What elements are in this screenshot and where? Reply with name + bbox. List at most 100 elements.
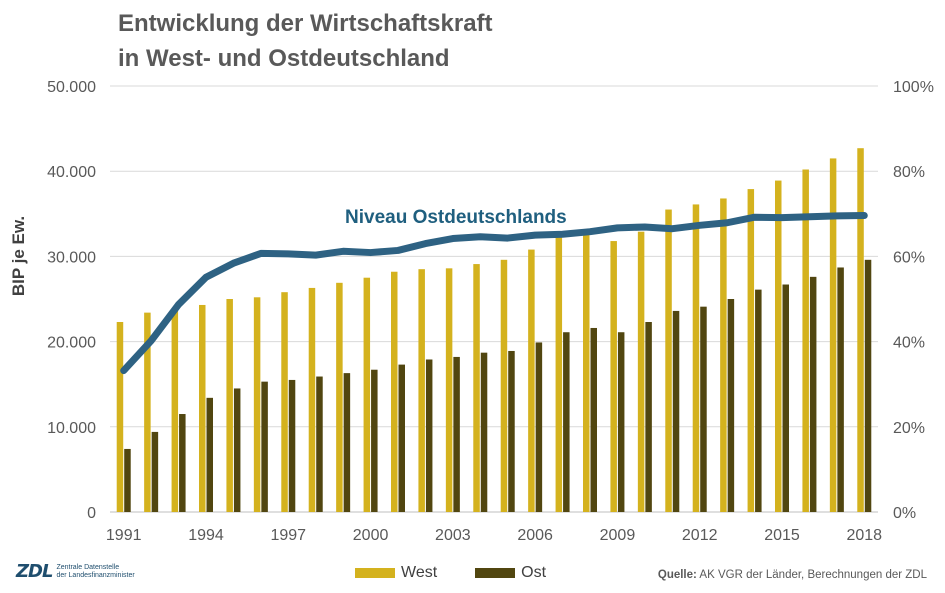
legend-label-west: West — [401, 564, 438, 581]
bar-west — [555, 236, 563, 512]
bar-west — [857, 148, 864, 513]
bar-ost — [617, 332, 625, 512]
legend-item-west: West — [355, 564, 437, 582]
niveau-annotation: Niveau Ostdeutschlands — [345, 207, 567, 228]
y-axis-title: BIP je Ew. — [9, 216, 28, 296]
chart-title: Entwicklung der Wirtschaftskraft in West… — [118, 6, 493, 76]
y-tick-label: 0 — [87, 505, 96, 522]
bar-west — [253, 297, 261, 512]
zdl-logo: ZDL Zentrale Datenstelle der Landesfinan… — [16, 561, 136, 582]
x-tick-label: 2006 — [517, 527, 553, 544]
bar-ost — [645, 322, 652, 512]
x-axis-ticks: 1991 1994 1997 2000 2003 2006 2009 2012 2015 2018 — [106, 527, 882, 544]
bar-ost — [755, 289, 762, 512]
x-tick-label: 2015 — [764, 527, 800, 544]
bar-west — [692, 204, 700, 513]
bar-ost — [480, 352, 488, 512]
bars — [116, 148, 872, 513]
legend-swatch-ost — [475, 568, 516, 578]
bar-west — [171, 310, 179, 512]
chart-title-line2: in West- und Ostdeutschland — [118, 45, 450, 72]
bar-west — [226, 299, 233, 512]
bar-west — [500, 259, 508, 512]
logo-mark: ZDL — [16, 561, 53, 582]
bar-ost — [535, 342, 543, 512]
bar-ost — [124, 448, 131, 512]
bar-west — [829, 158, 837, 513]
bar-west — [418, 269, 425, 512]
bar-west — [473, 264, 480, 512]
bar-ost — [727, 299, 735, 512]
bar-west — [391, 271, 398, 512]
bar-ost — [782, 284, 789, 512]
bar-west — [610, 241, 617, 512]
bar-west — [583, 233, 590, 512]
bar-ost — [563, 332, 570, 512]
bar-west — [775, 180, 782, 512]
x-tick-label: 1997 — [270, 527, 306, 544]
bar-ost — [590, 327, 597, 512]
y2-tick-label: 80% — [893, 164, 925, 181]
y-tick-label: 20.000 — [47, 335, 96, 352]
logo-text: Zentrale Datenstelle der Landesfinanzmin… — [56, 564, 136, 580]
y-tick-label: 50.000 — [47, 79, 96, 96]
y-tick-label: 10.000 — [47, 420, 96, 437]
source-note: Quelle: AK VGR der Länder, Berechnungen … — [658, 569, 927, 581]
bar-west — [720, 198, 727, 513]
bar-ost — [343, 373, 351, 512]
x-tick-label: 2012 — [682, 527, 718, 544]
bar-west — [199, 304, 206, 512]
niveau-line — [120, 212, 868, 375]
bar-ost — [672, 310, 680, 512]
x-tick-label: 2009 — [600, 527, 636, 544]
bar-west — [308, 287, 316, 512]
y2-tick-label: 40% — [893, 335, 925, 352]
legend-swatch-west — [355, 568, 395, 578]
bar-west — [336, 282, 343, 512]
chart-canvas: 0 10.000 20.000 30.000 40.000 50.000 0% 20% 40%… — [9, 79, 934, 544]
logo-line2: der Landesfinanzminister — [56, 571, 135, 579]
y-tick-label: 30.000 — [47, 249, 96, 266]
bar-ost — [508, 350, 515, 512]
x-tick-label: 2018 — [846, 527, 882, 544]
bar-west — [363, 277, 371, 512]
bar-west — [637, 231, 645, 512]
bar-ost — [453, 356, 460, 512]
y2-tick-label: 100% — [893, 79, 934, 96]
bar-ost — [398, 364, 405, 512]
bar-ost — [206, 397, 213, 512]
bar-west — [281, 292, 288, 512]
bar-west — [747, 189, 755, 513]
bar-ost — [809, 276, 817, 512]
bar-ost — [837, 267, 844, 512]
bar-ost — [288, 379, 296, 512]
source-text: AK VGR der Länder, Berechnungen der ZDL — [696, 569, 927, 581]
bar-west — [445, 268, 453, 512]
bar-west — [116, 322, 124, 512]
bar-ost — [425, 359, 433, 512]
x-tick-label: 1994 — [188, 527, 224, 544]
y2-tick-label: 60% — [893, 249, 925, 266]
legend: West Ost — [355, 564, 584, 582]
left-axis-ticks: 0 10.000 20.000 30.000 40.000 50.000 — [47, 79, 96, 522]
bar-ost — [151, 431, 159, 512]
chart-title-line1: Entwicklung der Wirtschaftskraft — [118, 10, 493, 37]
bar-west — [144, 312, 151, 512]
legend-item-ost: Ost — [475, 564, 546, 582]
bar-west — [528, 249, 535, 513]
y-tick-label: 40.000 — [47, 164, 96, 181]
bar-ost — [371, 369, 378, 512]
gridlines — [110, 85, 878, 513]
x-tick-label: 2000 — [353, 527, 389, 544]
logo-line1: Zentrale Datenstelle — [56, 563, 120, 571]
bar-west — [802, 169, 809, 512]
bar-ost — [316, 376, 323, 512]
bar-ost — [233, 388, 241, 512]
bar-ost — [700, 306, 707, 512]
legend-label-ost: Ost — [521, 564, 547, 581]
x-tick-label: 1991 — [106, 527, 142, 544]
x-tick-label: 2003 — [435, 527, 471, 544]
bar-ost — [179, 414, 186, 512]
source-label: Quelle: — [657, 569, 697, 581]
bar-west — [665, 209, 672, 513]
